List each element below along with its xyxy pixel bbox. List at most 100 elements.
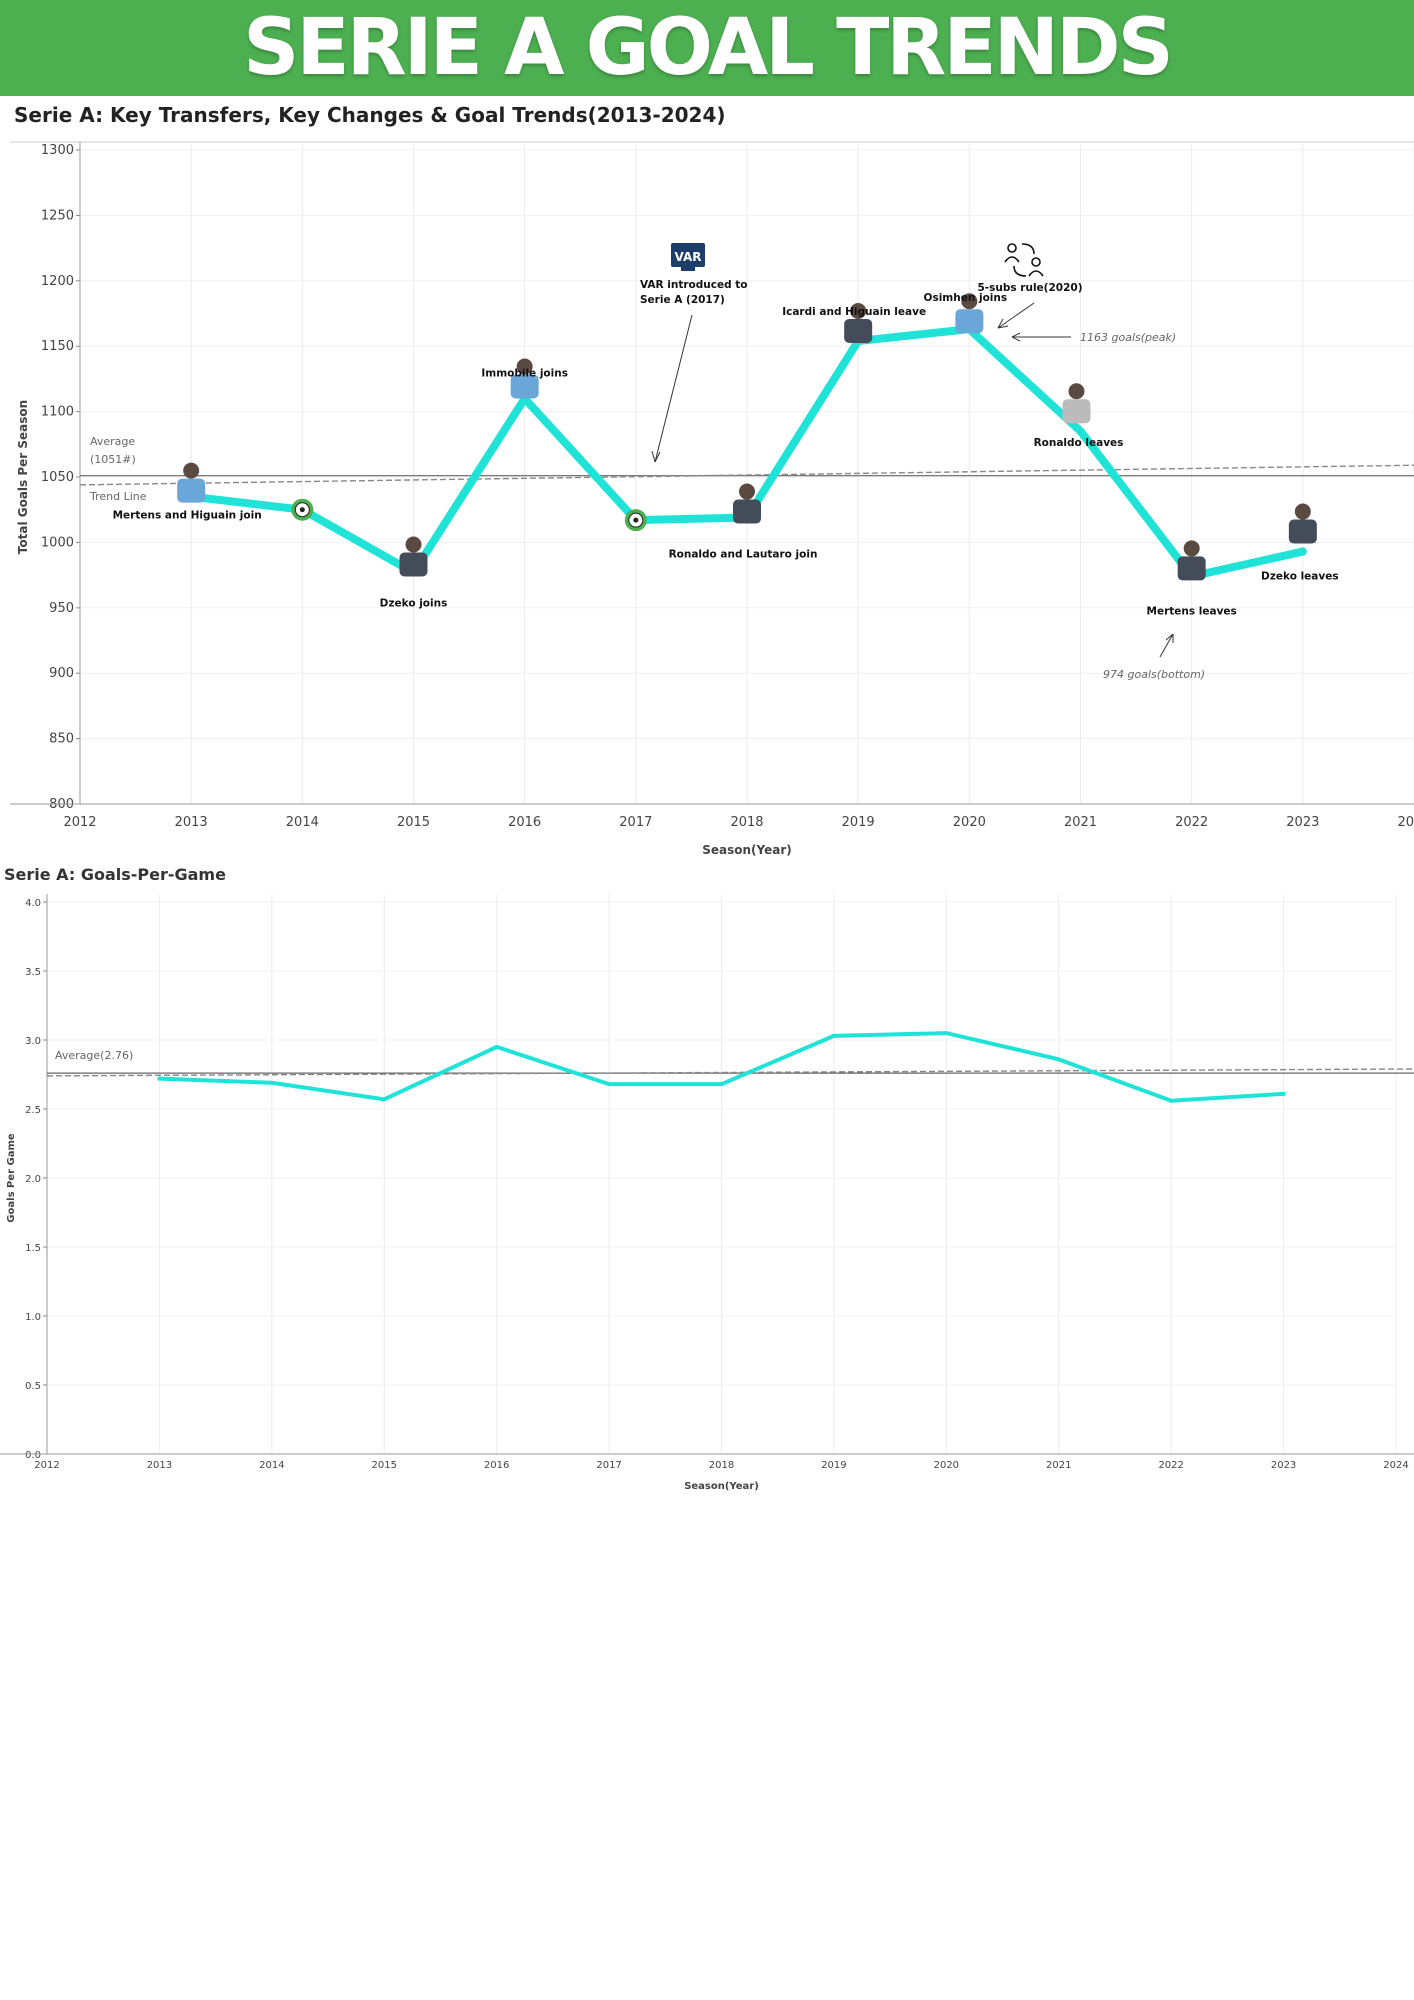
chart2-y-label: Goals Per Game	[6, 1133, 17, 1223]
chart1-xtick-2017: 2017	[619, 815, 652, 830]
peak-note: 1163 goals(peak)	[1080, 331, 1176, 344]
annotation-2015: Dzeko joins	[380, 597, 448, 609]
chart1-xtick-2015: 2015	[397, 815, 430, 830]
chart1-trend-label: Trend Line	[89, 490, 147, 503]
chart2-point-2016	[494, 1044, 499, 1049]
chart2-xtick-2019: 2019	[821, 1460, 846, 1471]
chart1-ytick-1000: 1000	[41, 535, 74, 550]
subs-icon-body2	[1028, 270, 1044, 277]
chart1-x-label: Season(Year)	[702, 843, 792, 857]
chart2-x-label: Season(Year)	[684, 1481, 759, 1492]
chart1-ytick-1300: 1300	[41, 143, 74, 158]
player-body-2021	[1062, 399, 1091, 424]
var-arrow-head	[651, 450, 661, 463]
chart1-xtick-2024: 2024	[1397, 815, 1414, 830]
var-icon-stand	[681, 267, 695, 271]
chart1-point-2023	[1298, 547, 1307, 556]
player-head-2019	[850, 302, 867, 319]
chart1-ytick-1100: 1100	[41, 405, 74, 420]
chart2-point-2022	[1169, 1098, 1174, 1103]
chart1-average-label: Average	[90, 435, 135, 448]
var-note-line1: VAR introduced to	[640, 279, 748, 291]
chart2-xtick-2022: 2022	[1158, 1460, 1183, 1471]
annotation-2018: Ronaldo and Lautaro join	[669, 549, 818, 561]
chart1-ytick-1250: 1250	[41, 208, 74, 223]
chart1-average-value: (1051#)	[90, 453, 136, 466]
page-title: SERIE A GOAL TRENDS	[243, 3, 1174, 93]
subs-arrow-head	[997, 318, 1009, 329]
chart2-xtick-2018: 2018	[709, 1460, 734, 1471]
chart2-xtick-2023: 2023	[1271, 1460, 1296, 1471]
chart1-xtick-2018: 2018	[730, 815, 763, 830]
player-head-2021	[1068, 383, 1085, 400]
player-head-2023	[1294, 503, 1311, 520]
chart2-xtick-2020: 2020	[934, 1460, 959, 1471]
player-body-2023	[1288, 519, 1317, 544]
chart2-xtick-2016: 2016	[484, 1460, 509, 1471]
player-body-2015	[399, 552, 428, 577]
chart2-point-2018	[719, 1082, 724, 1087]
chart2-trend-line	[46, 1068, 1414, 1077]
subs-icon-person1	[1007, 243, 1017, 253]
player-head-2016	[516, 358, 533, 375]
chart1-ytick-900: 900	[49, 666, 74, 681]
chart2-ytick-4: 4.0	[25, 898, 41, 909]
subs-note: 5-subs rule(2020)	[977, 282, 1082, 294]
subs-icon-arrow1	[1021, 243, 1035, 255]
chart1-xtick-2012: 2012	[63, 815, 96, 830]
player-body-2022	[1177, 556, 1206, 581]
peak-arrow-head	[1011, 332, 1021, 342]
chart1-xtick-2022: 2022	[1175, 815, 1208, 830]
chart1-ytick-1200: 1200	[41, 274, 74, 289]
chart2-xtick-2024: 2024	[1383, 1460, 1408, 1471]
annotation-2021: Ronaldo leaves	[1034, 437, 1124, 449]
bottom-arrow-head	[1165, 633, 1174, 643]
var-arrow	[654, 314, 693, 463]
annotation-2020: Osimhen joins	[924, 292, 1008, 304]
subs-icon-arrow2	[1013, 265, 1027, 277]
player-body-2016	[510, 374, 539, 399]
chart2-point-2013	[157, 1076, 162, 1081]
chart2-ytick-2.5: 2.5	[25, 1105, 41, 1116]
annotation-2022: Mertens leaves	[1147, 605, 1237, 617]
chart2-ytick-3.5: 3.5	[25, 967, 41, 978]
bottom-arrow	[1159, 633, 1174, 658]
var-icon-label: VAR	[675, 250, 702, 264]
player-body-2020	[955, 309, 984, 334]
chart2-title: Serie A: Goals-Per-Game	[4, 865, 226, 884]
chart1-ytick-1050: 1050	[41, 470, 74, 485]
chart1-point-2021	[1076, 427, 1085, 436]
player-body-2019	[844, 318, 873, 343]
chart1-xtick-2019: 2019	[842, 815, 875, 830]
football-patch-2017	[633, 517, 639, 523]
player-head-2015	[405, 536, 422, 553]
player-body-2013	[177, 478, 206, 503]
chart2-xtick-2021: 2021	[1046, 1460, 1071, 1471]
chart1-xtick-2013: 2013	[175, 815, 208, 830]
chart2-xtick-2012: 2012	[34, 1460, 59, 1471]
chart2-xtick-2013: 2013	[147, 1460, 172, 1471]
chart1-xtick-2021: 2021	[1064, 815, 1097, 830]
chart1-trend-line	[79, 464, 1414, 486]
chart2-point-2019	[831, 1033, 836, 1038]
chart1-title: Serie A: Key Transfers, Key Changes & Go…	[14, 103, 726, 127]
chart2-point-2023	[1281, 1091, 1286, 1096]
chart2-ytick-2: 2.0	[25, 1174, 41, 1185]
subs-arrow	[997, 302, 1035, 329]
bottom-note: 974 goals(bottom)	[1103, 668, 1205, 681]
player-head-2018	[739, 483, 755, 500]
chart2-point-2017	[607, 1082, 612, 1087]
var-note-line2: Serie A (2017)	[640, 294, 725, 306]
player-head-2020	[961, 293, 978, 310]
chart1-xtick-2023: 2023	[1286, 815, 1319, 830]
var-icon	[671, 243, 705, 267]
chart2-xtick-2017: 2017	[596, 1460, 621, 1471]
chart1-y-label: Total Goals Per Season	[16, 400, 30, 554]
chart2-point-2014	[269, 1080, 274, 1085]
chart2-ytick-0: 0.0	[25, 1450, 41, 1461]
chart1-ytick-1150: 1150	[41, 339, 74, 354]
chart2-ytick-1.5: 1.5	[25, 1243, 41, 1254]
chart2-point-2020	[944, 1031, 949, 1036]
chart2-average-label: Average(2.76)	[55, 1049, 133, 1062]
